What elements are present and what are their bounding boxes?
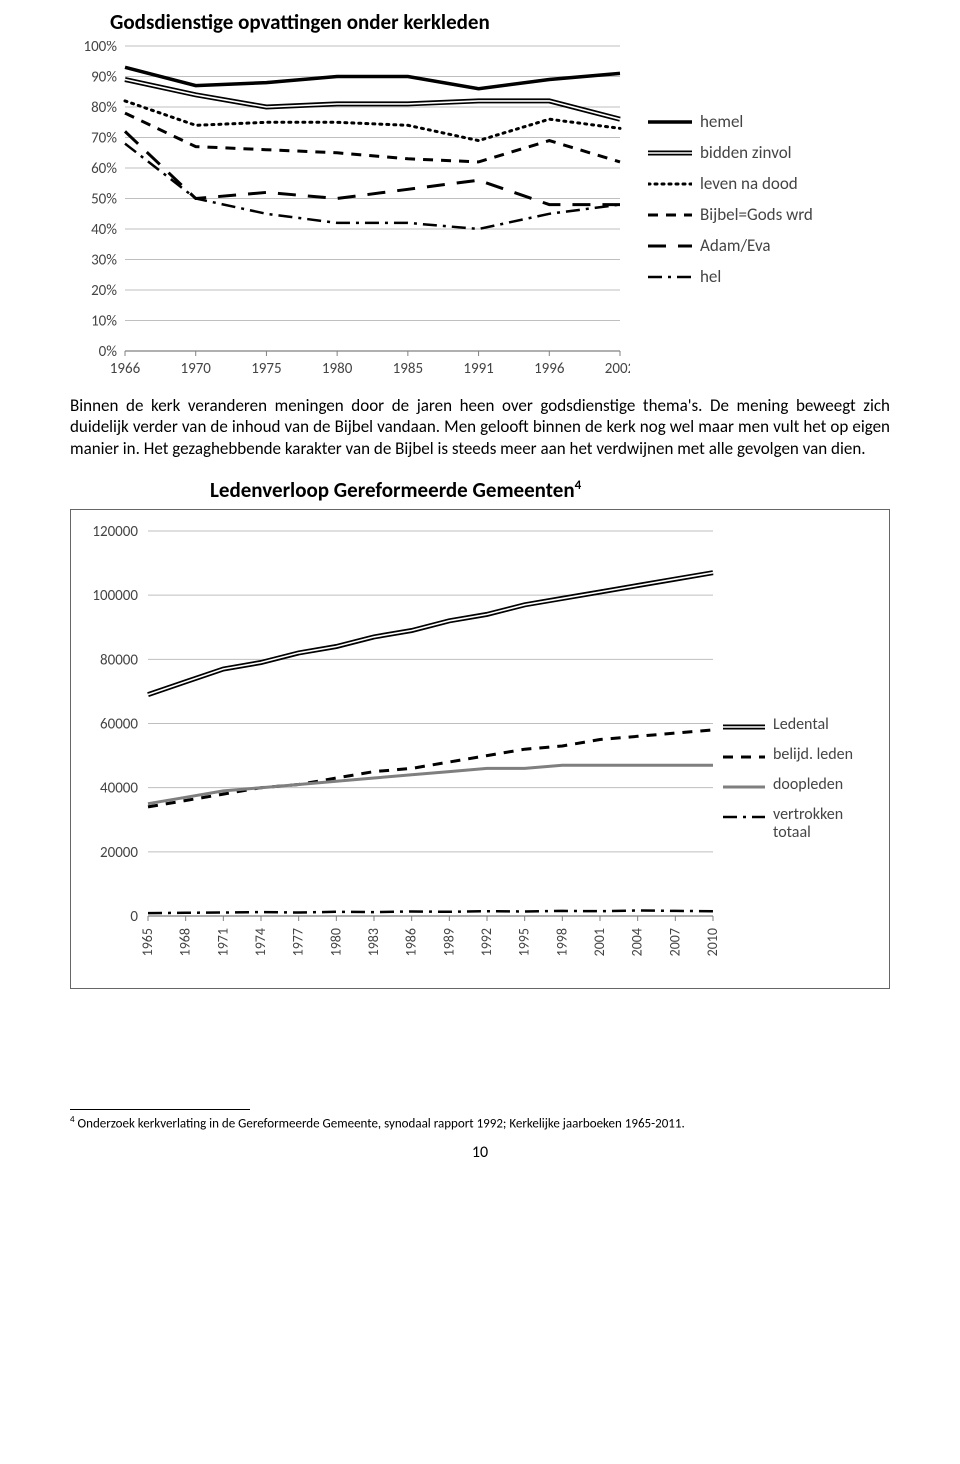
- footnote-text: Onderzoek kerkverlating in de Gereformee…: [78, 1116, 685, 1131]
- chart2-plot: 0 20000 40000 60000 80000 100000 120000 1965 196…: [73, 516, 723, 986]
- legend-item: hemel: [648, 111, 813, 132]
- svg-text:60%: 60%: [91, 160, 117, 178]
- svg-text:90%: 90%: [91, 69, 117, 87]
- svg-text:20000: 20000: [100, 844, 138, 862]
- svg-text:120000: 120000: [92, 523, 138, 541]
- svg-text:100000: 100000: [92, 587, 138, 605]
- chart1-plot: 0% 10% 20% 30% 40% 50% 60% 70% 80% 90% 100% 1966 197…: [70, 41, 630, 381]
- legend-item: bidden zinvol: [648, 142, 813, 163]
- svg-text:60000: 60000: [100, 715, 138, 733]
- svg-text:1974: 1974: [252, 928, 269, 956]
- svg-text:1975: 1975: [251, 360, 281, 378]
- svg-text:2002: 2002: [605, 360, 630, 378]
- chart1-block: Godsdienstige opvattingen onder kerklede…: [70, 10, 890, 381]
- svg-text:1992: 1992: [478, 928, 495, 956]
- svg-text:1989: 1989: [440, 928, 457, 956]
- svg-text:2010: 2010: [704, 928, 721, 956]
- svg-text:1996: 1996: [534, 360, 565, 378]
- svg-text:1977: 1977: [290, 928, 307, 956]
- svg-text:10%: 10%: [91, 313, 117, 331]
- svg-text:1966: 1966: [110, 360, 141, 378]
- svg-text:30%: 30%: [91, 252, 117, 270]
- legend-item: Ledental: [723, 716, 883, 736]
- footnote-rule: [70, 1109, 250, 1110]
- svg-text:80000: 80000: [100, 651, 138, 669]
- chart2-block: 0 20000 40000 60000 80000 100000 120000 1965 196…: [70, 509, 890, 989]
- svg-text:1968: 1968: [177, 928, 194, 956]
- svg-text:0: 0: [130, 908, 138, 926]
- svg-text:40000: 40000: [100, 780, 138, 798]
- chart2-title-text: Ledenverloop Gereformeerde Gemeenten: [210, 477, 575, 503]
- svg-text:1971: 1971: [214, 928, 231, 956]
- svg-text:1970: 1970: [181, 360, 212, 378]
- legend-item: belijd. leden: [723, 746, 883, 766]
- svg-text:1983: 1983: [365, 928, 382, 956]
- svg-text:1980: 1980: [322, 360, 353, 378]
- body-paragraph: Binnen de kerk veranderen meningen door …: [70, 395, 890, 459]
- chart1-legend: hemel bidden zinvol leven na dood Bijbel=Go…: [648, 111, 813, 297]
- page-number: 10: [70, 1143, 890, 1162]
- svg-text:0%: 0%: [99, 343, 118, 361]
- svg-text:1980: 1980: [327, 928, 344, 956]
- legend-item: Adam/Eva: [648, 235, 813, 256]
- legend-item: hel: [648, 266, 813, 287]
- svg-text:1986: 1986: [403, 928, 420, 956]
- legend-item: vertrokken totaal: [723, 806, 883, 841]
- svg-text:50%: 50%: [91, 191, 117, 209]
- chart2-title-sup: 4: [575, 478, 582, 493]
- svg-text:2001: 2001: [591, 928, 608, 956]
- svg-text:1965: 1965: [139, 928, 156, 956]
- chart2-legend: Ledental belijd. leden doopleden vertrokken…: [723, 716, 883, 986]
- svg-text:70%: 70%: [91, 130, 117, 148]
- footnote-sup: 4: [70, 1114, 75, 1125]
- svg-text:2004: 2004: [629, 928, 646, 956]
- svg-text:20%: 20%: [91, 282, 117, 300]
- legend-item: Bijbel=Gods wrd: [648, 204, 813, 225]
- svg-text:100%: 100%: [83, 41, 117, 56]
- footnote: 4 Onderzoek kerkverlating in de Gereform…: [70, 1114, 890, 1133]
- chart1-title: Godsdienstige opvattingen onder kerklede…: [110, 10, 530, 35]
- svg-text:1991: 1991: [463, 360, 493, 378]
- svg-text:2007: 2007: [666, 928, 683, 956]
- legend-item: leven na dood: [648, 173, 813, 194]
- chart2-title: Ledenverloop Gereformeerde Gemeenten4: [210, 477, 890, 503]
- svg-text:1995: 1995: [516, 928, 533, 956]
- svg-text:80%: 80%: [91, 99, 117, 117]
- legend-item: doopleden: [723, 776, 883, 796]
- svg-text:1998: 1998: [553, 928, 570, 956]
- svg-text:1985: 1985: [393, 360, 423, 378]
- svg-text:40%: 40%: [91, 221, 117, 239]
